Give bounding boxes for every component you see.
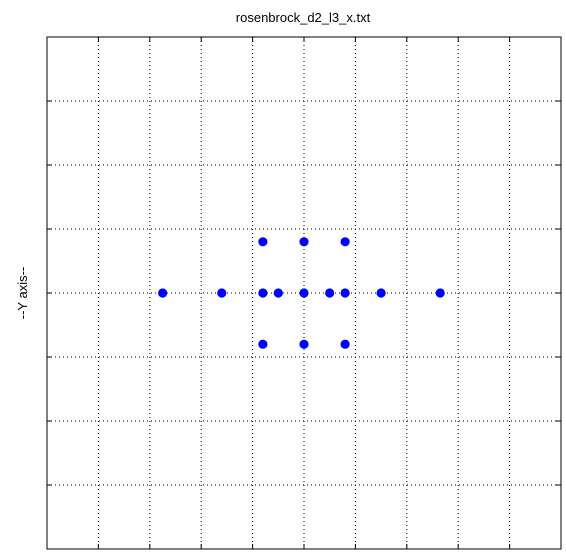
- data-point: [258, 237, 268, 247]
- data-point: [340, 288, 350, 298]
- data-point: [273, 288, 283, 298]
- data-point: [158, 288, 168, 298]
- data-point: [258, 339, 268, 349]
- data-point: [340, 237, 350, 247]
- data-point: [299, 288, 309, 298]
- axis-ticks: [47, 36, 561, 550]
- data-point: [376, 288, 386, 298]
- y-axis-label: --Y axis--: [15, 267, 30, 319]
- data-points: [158, 237, 445, 349]
- data-point: [217, 288, 227, 298]
- data-point: [299, 339, 309, 349]
- data-point: [299, 237, 309, 247]
- data-point: [435, 288, 445, 298]
- data-point: [258, 288, 268, 298]
- data-point: [340, 339, 350, 349]
- data-point: [325, 288, 335, 298]
- chart-title: rosenbrock_d2_l3_x.txt: [236, 10, 371, 25]
